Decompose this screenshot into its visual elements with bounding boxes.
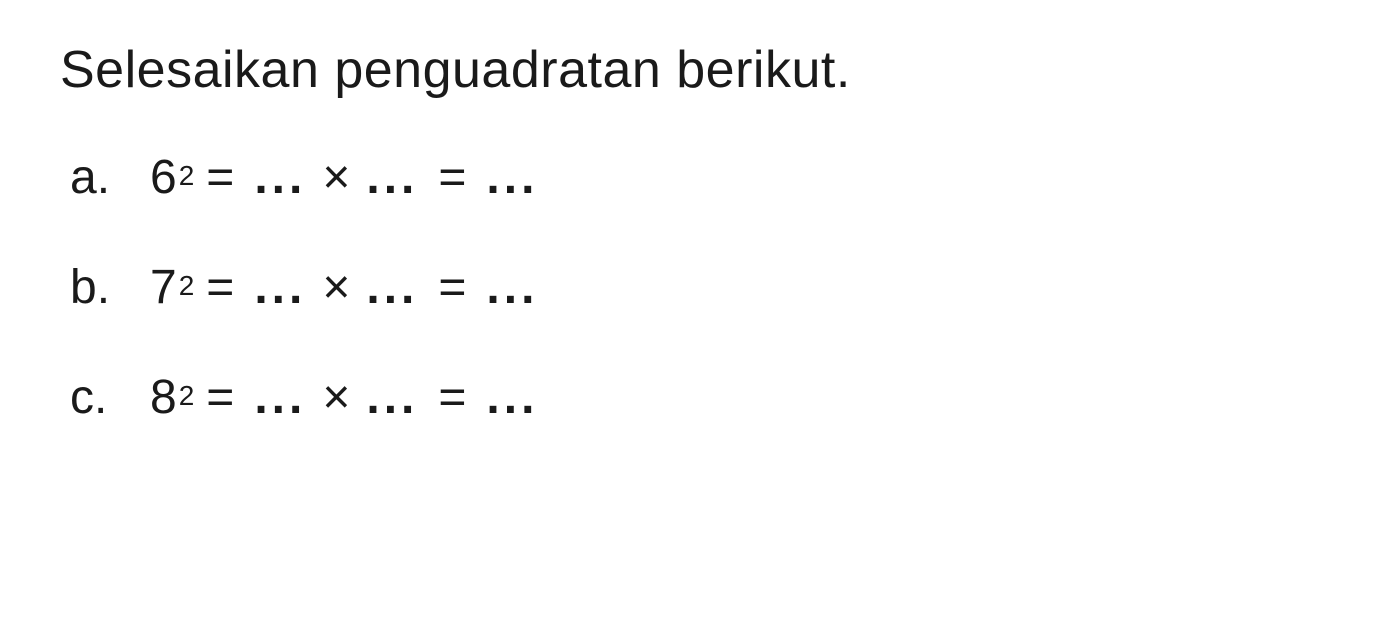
exponent-a: 2 <box>179 160 195 192</box>
equals-1-a: = <box>206 150 234 205</box>
problem-label-b: b. <box>70 260 150 315</box>
problem-a: a. 62 = ... × ... = ... <box>70 150 1315 205</box>
blank-3-c: ... <box>486 370 538 425</box>
base-b: 7 <box>150 260 177 315</box>
equals-1-b: = <box>206 260 234 315</box>
multiply-b: × <box>322 260 350 315</box>
problem-label-c: c. <box>70 370 150 425</box>
equals-2-a: = <box>438 150 466 205</box>
problems-container: a. 62 = ... × ... = ... b. 72 = ... × ..… <box>60 150 1315 425</box>
blank-1-c: ... <box>254 370 306 425</box>
equals-2-c: = <box>438 370 466 425</box>
problem-c: c. 82 = ... × ... = ... <box>70 370 1315 425</box>
blank-2-c: ... <box>366 370 418 425</box>
page-title: Selesaikan penguadratan berikut. <box>60 40 1315 100</box>
problem-label-a: a. <box>70 150 150 205</box>
blank-2-b: ... <box>366 260 418 315</box>
equals-2-b: = <box>438 260 466 315</box>
base-c: 8 <box>150 370 177 425</box>
problem-b: b. 72 = ... × ... = ... <box>70 260 1315 315</box>
blank-3-a: ... <box>486 150 538 205</box>
multiply-a: × <box>322 150 350 205</box>
multiply-c: × <box>322 370 350 425</box>
exponent-b: 2 <box>179 270 195 302</box>
equals-1-c: = <box>206 370 234 425</box>
exponent-c: 2 <box>179 380 195 412</box>
base-a: 6 <box>150 150 177 205</box>
blank-1-a: ... <box>254 150 306 205</box>
blank-3-b: ... <box>486 260 538 315</box>
blank-2-a: ... <box>366 150 418 205</box>
blank-1-b: ... <box>254 260 306 315</box>
